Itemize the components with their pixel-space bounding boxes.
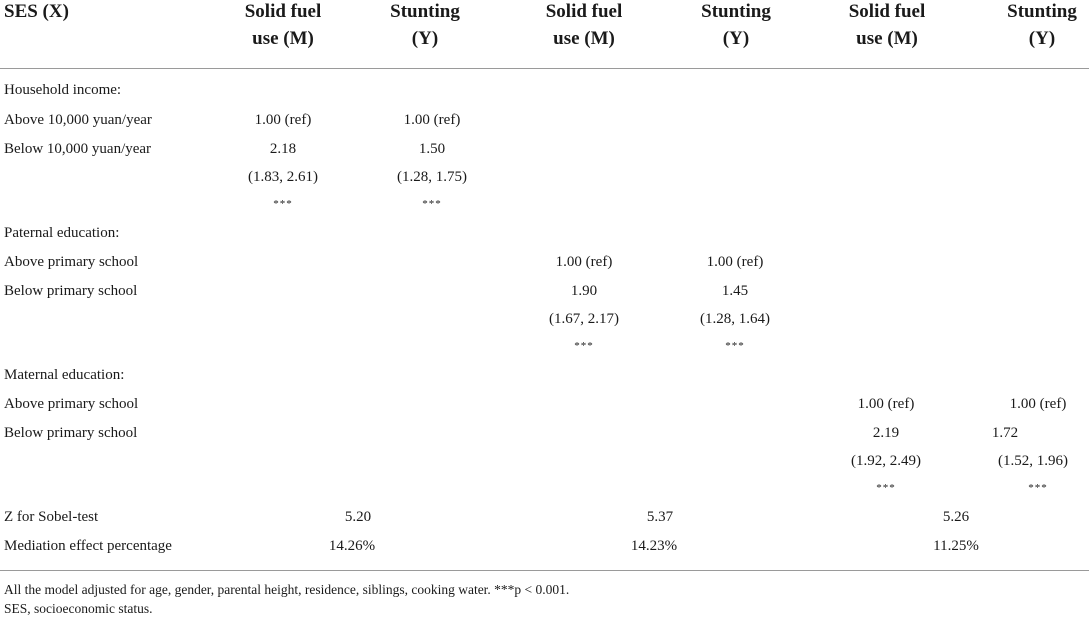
row-paternal-education: Paternal education: [4, 225, 120, 241]
sobel-maternal: 5.26 [942, 509, 970, 525]
paternal-fuel-ref: 1.00 (ref) [555, 254, 613, 270]
header-rule [0, 68, 1089, 69]
income-stunt-ref: 1.00 (ref) [403, 112, 461, 128]
maternal-stunt-ref: 1.00 (ref) [1009, 396, 1067, 412]
header-ses: SES (X) [4, 1, 69, 22]
row-maternal-education: Maternal education: [4, 367, 125, 383]
sobel-income: 5.20 [344, 509, 372, 525]
header-solid-fuel-line2: use (M) [856, 28, 918, 49]
header-solid-fuel-2: Solid fuel use (M) [534, 0, 634, 52]
paternal-stunt-ref: 1.00 (ref) [706, 254, 764, 270]
row-paternal-below: Below primary school [4, 283, 138, 299]
footnote-adjustment: All the model adjusted for age, gender, … [4, 582, 570, 597]
row-household-income: Household income: [4, 82, 122, 98]
header-solid-fuel-line1: Solid fuel [848, 1, 926, 22]
income-fuel-or: 2.18 [269, 141, 297, 157]
row-below-10000: Below 10,000 yuan/year [4, 141, 152, 157]
header-solid-fuel-line1: Solid fuel [545, 1, 623, 22]
income-stunt-stars: *** [422, 198, 442, 210]
row-maternal-above: Above primary school [4, 396, 139, 412]
row-maternal-below: Below primary school [4, 425, 138, 441]
header-solid-fuel-line2: use (M) [553, 28, 615, 49]
row-sobel: Z for Sobel-test [4, 509, 99, 525]
header-stunting-line2: (Y) [722, 28, 750, 49]
row-mediation: Mediation effect percentage [4, 538, 172, 554]
paternal-fuel-ci: (1.67, 2.17) [549, 311, 619, 327]
row-above-10000: Above 10,000 yuan/year [4, 112, 152, 128]
maternal-stunt-ci: (1.52, 1.96) [998, 453, 1068, 469]
header-stunting-line2: (Y) [411, 28, 439, 49]
mediation-paternal: 14.23% [630, 538, 678, 554]
sobel-paternal: 5.37 [646, 509, 674, 525]
header-solid-fuel-line2: use (M) [252, 28, 314, 49]
maternal-fuel-or: 2.19 [872, 425, 900, 441]
mediation-maternal: 11.25% [933, 538, 979, 554]
header-stunting-line1: Stunting [1007, 1, 1077, 22]
footnote-ses: SES, socioeconomic status. [4, 601, 153, 616]
row-paternal-above: Above primary school [4, 254, 139, 270]
header-stunting-line1: Stunting [390, 1, 460, 22]
header-solid-fuel-line1: Solid fuel [244, 1, 322, 22]
paternal-stunt-stars: *** [725, 340, 745, 352]
maternal-fuel-ci: (1.92, 2.49) [851, 453, 921, 469]
maternal-fuel-stars: *** [876, 482, 896, 494]
paternal-stunt-ci: (1.28, 1.64) [700, 311, 770, 327]
paternal-fuel-stars: *** [574, 340, 594, 352]
maternal-fuel-ref: 1.00 (ref) [857, 396, 915, 412]
income-fuel-ref: 1.00 (ref) [254, 112, 312, 128]
mediation-income: 14.26% [328, 538, 376, 554]
income-fuel-ci: (1.83, 2.61) [248, 169, 318, 185]
header-solid-fuel-3: Solid fuel use (M) [837, 0, 937, 52]
header-stunting-line2: (Y) [1028, 28, 1056, 49]
header-stunting-2: Stunting (Y) [686, 0, 786, 52]
income-fuel-stars: *** [273, 198, 293, 210]
header-stunting-3: Stunting (Y) [992, 0, 1089, 52]
maternal-stunt-stars: *** [1028, 482, 1048, 494]
header-stunting-line1: Stunting [701, 1, 771, 22]
income-stunt-ci: (1.28, 1.75) [397, 169, 467, 185]
maternal-stunt-or: 1.72 [991, 425, 1019, 441]
bottom-rule [0, 570, 1089, 571]
paternal-fuel-or: 1.90 [570, 283, 598, 299]
header-solid-fuel-1: Solid fuel use (M) [233, 0, 333, 52]
paternal-stunt-or: 1.45 [721, 283, 749, 299]
income-stunt-or: 1.50 [418, 141, 446, 157]
header-stunting-1: Stunting (Y) [375, 0, 475, 52]
